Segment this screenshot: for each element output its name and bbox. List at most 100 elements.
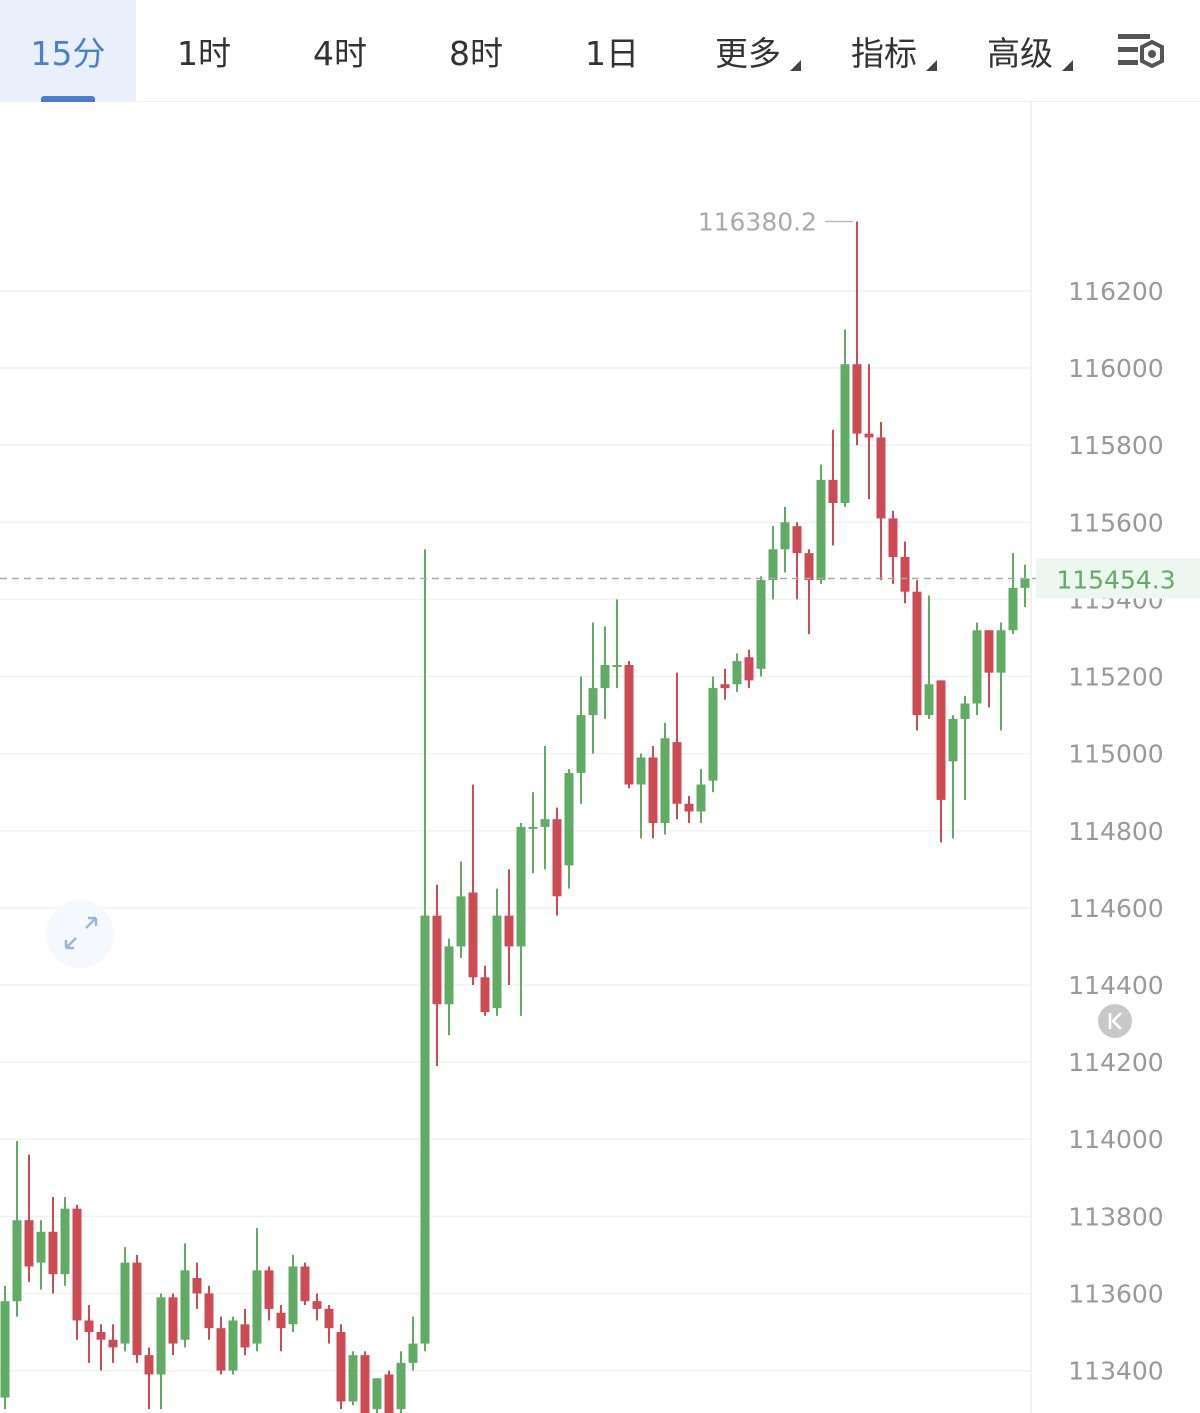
y-tick-label: 114600 — [1068, 894, 1163, 923]
candle-body — [636, 757, 646, 785]
y-tick-label: 114800 — [1068, 817, 1163, 846]
candle-body — [672, 742, 682, 804]
dropdown-arrow — [1062, 60, 1073, 71]
y-tick-label: 115600 — [1068, 508, 1163, 537]
candle-body — [768, 549, 778, 581]
candle-body — [348, 1355, 358, 1402]
candle-body — [72, 1208, 82, 1321]
candle-body — [960, 703, 970, 719]
tab[interactable]: 8时 — [449, 33, 503, 73]
candle-body — [924, 684, 934, 716]
high-label: 116380.2 — [698, 207, 817, 236]
y-tick-label: 113400 — [1068, 1357, 1163, 1386]
candle-body — [756, 580, 766, 669]
y-tick-label: 114000 — [1068, 1125, 1163, 1154]
tab[interactable]: 4时 — [313, 33, 367, 73]
candle-body — [312, 1301, 322, 1309]
tab-bar: 15分 1时 4时 8时 1日 更多 指标 高级 — [0, 0, 1200, 102]
candle-body — [696, 784, 706, 812]
candle-body — [336, 1332, 346, 1402]
candle-body — [1008, 587, 1018, 631]
active-indicator — [41, 96, 95, 102]
candle-body — [408, 1343, 418, 1363]
dropdown-arrow — [790, 60, 801, 71]
candle-body — [360, 1355, 370, 1413]
candle-body — [852, 364, 862, 434]
candle-body — [864, 433, 874, 438]
expand-button[interactable] — [46, 900, 114, 968]
last-price-bg — [1036, 558, 1200, 599]
candle-body — [552, 819, 562, 897]
scroll-latest-button[interactable] — [1098, 1004, 1132, 1038]
candle-body — [660, 738, 670, 824]
candle-body — [936, 680, 946, 800]
y-tick-label: 115200 — [1068, 663, 1163, 692]
candle-body — [180, 1270, 190, 1340]
candle-body — [396, 1362, 406, 1410]
candle-body — [444, 946, 454, 1005]
candle-body — [492, 915, 502, 1009]
candle-body — [300, 1266, 310, 1302]
candle-body — [288, 1266, 298, 1325]
y-tick-label: 116200 — [1068, 277, 1163, 306]
candle-body — [240, 1324, 250, 1348]
candle-body — [576, 715, 586, 773]
candle-body — [36, 1231, 46, 1263]
tab[interactable]: 指标 — [851, 33, 917, 73]
candle-body — [900, 556, 910, 592]
candle-body — [828, 479, 838, 504]
settings-icon[interactable] — [1116, 30, 1170, 74]
candle-body — [1020, 578, 1030, 588]
candle-body — [204, 1293, 214, 1329]
candle-body — [516, 826, 526, 947]
candle-body — [0, 1301, 10, 1398]
y-tick-label: 115800 — [1068, 431, 1163, 460]
candle-body — [564, 772, 574, 866]
candle-body — [732, 661, 742, 685]
tab[interactable]: 1日 — [585, 33, 639, 73]
tab[interactable]: 15分 — [0, 0, 136, 101]
candle-body — [948, 718, 958, 762]
candle-body — [480, 977, 490, 1012]
candle-body — [528, 826, 538, 829]
candle-body — [60, 1208, 70, 1275]
candle-body — [372, 1378, 382, 1410]
tab[interactable]: 高级 — [987, 33, 1053, 73]
candle-body — [540, 819, 550, 827]
candle-body — [624, 664, 634, 785]
tab[interactable]: 更多 — [715, 33, 781, 73]
tab[interactable]: 1时 — [177, 33, 231, 73]
candle-body — [984, 630, 994, 673]
candle-body — [384, 1374, 394, 1413]
candle-body — [600, 664, 610, 689]
candle-body — [432, 915, 442, 1005]
candle-body — [876, 437, 886, 519]
candle-body — [996, 630, 1006, 673]
candle-body — [840, 364, 850, 504]
candle-body — [276, 1312, 286, 1329]
candle-body — [744, 657, 754, 681]
candle-body — [120, 1262, 130, 1344]
candle-body — [780, 522, 790, 550]
y-tick-label: 113800 — [1068, 1202, 1163, 1231]
candle-body — [612, 664, 622, 667]
candle-body — [12, 1220, 22, 1302]
candle-body — [684, 803, 694, 812]
candle-body — [144, 1355, 154, 1375]
candle-body — [84, 1320, 94, 1333]
candle-body — [192, 1278, 202, 1294]
candle-body — [48, 1231, 58, 1275]
candle-body — [108, 1339, 118, 1348]
y-tick-label: 114400 — [1068, 971, 1163, 1000]
candle-body — [504, 915, 514, 947]
candle-body — [648, 757, 658, 824]
candle-body — [804, 553, 814, 581]
candle-body — [228, 1320, 238, 1371]
candle-body — [588, 688, 598, 716]
y-tick-label: 114200 — [1068, 1048, 1163, 1077]
candle-body — [792, 526, 802, 554]
candle-body — [456, 896, 466, 947]
candle-body — [912, 591, 922, 716]
